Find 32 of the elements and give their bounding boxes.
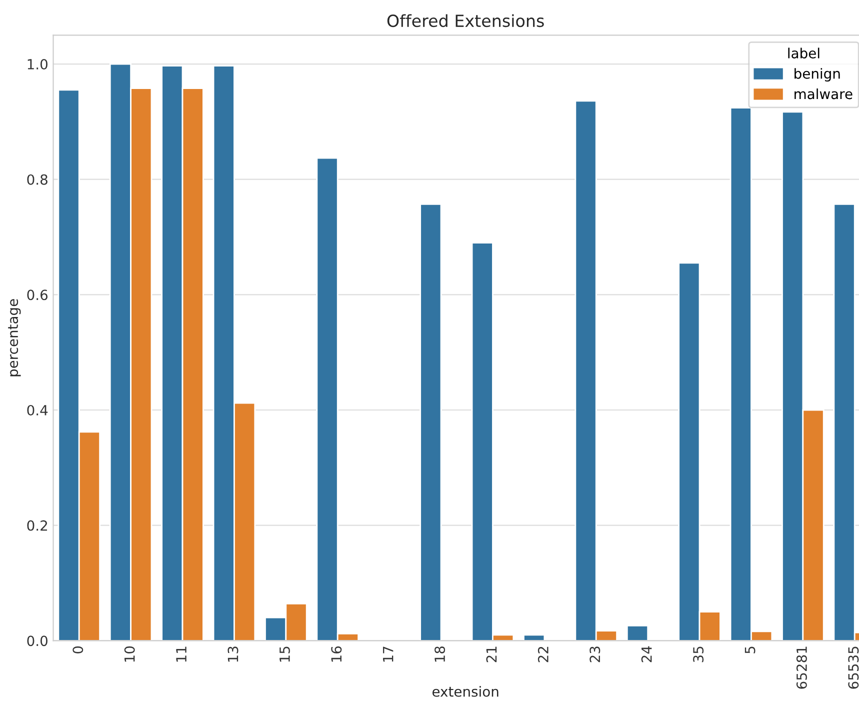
x-tick-label: 65535 (848, 646, 859, 689)
x-tick-label: 0 (72, 646, 84, 654)
chart-title: Offered Extensions (387, 14, 544, 28)
y-tick-label: 1.0 (28, 59, 48, 70)
y-tick-label: 0.4 (27, 404, 48, 416)
x-tick-label: 18 (434, 646, 446, 662)
x-tick-label: 5 (744, 646, 756, 654)
bar (833, 203, 856, 641)
x-tick-label: 21 (486, 646, 497, 662)
legend-title: label (788, 48, 820, 58)
bar (626, 624, 649, 641)
x-tick-label: 35 (693, 646, 704, 662)
y-tick-label: 0.0 (27, 636, 48, 646)
x-tick-label: 24 (641, 646, 652, 662)
bar (523, 634, 546, 641)
y-tick-label: 0.2 (27, 520, 48, 531)
x-tick-label: 23 (590, 646, 600, 662)
bar (420, 203, 442, 641)
x-tick-label: 11 (176, 646, 186, 662)
x-tick-label: 16 (331, 646, 342, 662)
x-tick-label: 22 (538, 646, 548, 662)
y-axis-title: percentage (8, 299, 21, 376)
x-tick-label: 17 (383, 646, 394, 662)
x-tick-label: 65281 (796, 646, 807, 689)
x-tick-label: 10 (124, 646, 135, 662)
legend-label: malware (794, 88, 852, 100)
x-tick-label: 13 (228, 646, 238, 662)
y-tick-label: 0.8 (27, 174, 48, 185)
x-tick-label: 15 (280, 646, 290, 662)
x-axis-title: extension (432, 686, 498, 697)
y-tick-label: 0.6 (27, 290, 48, 300)
legend-label: benign (794, 68, 840, 82)
